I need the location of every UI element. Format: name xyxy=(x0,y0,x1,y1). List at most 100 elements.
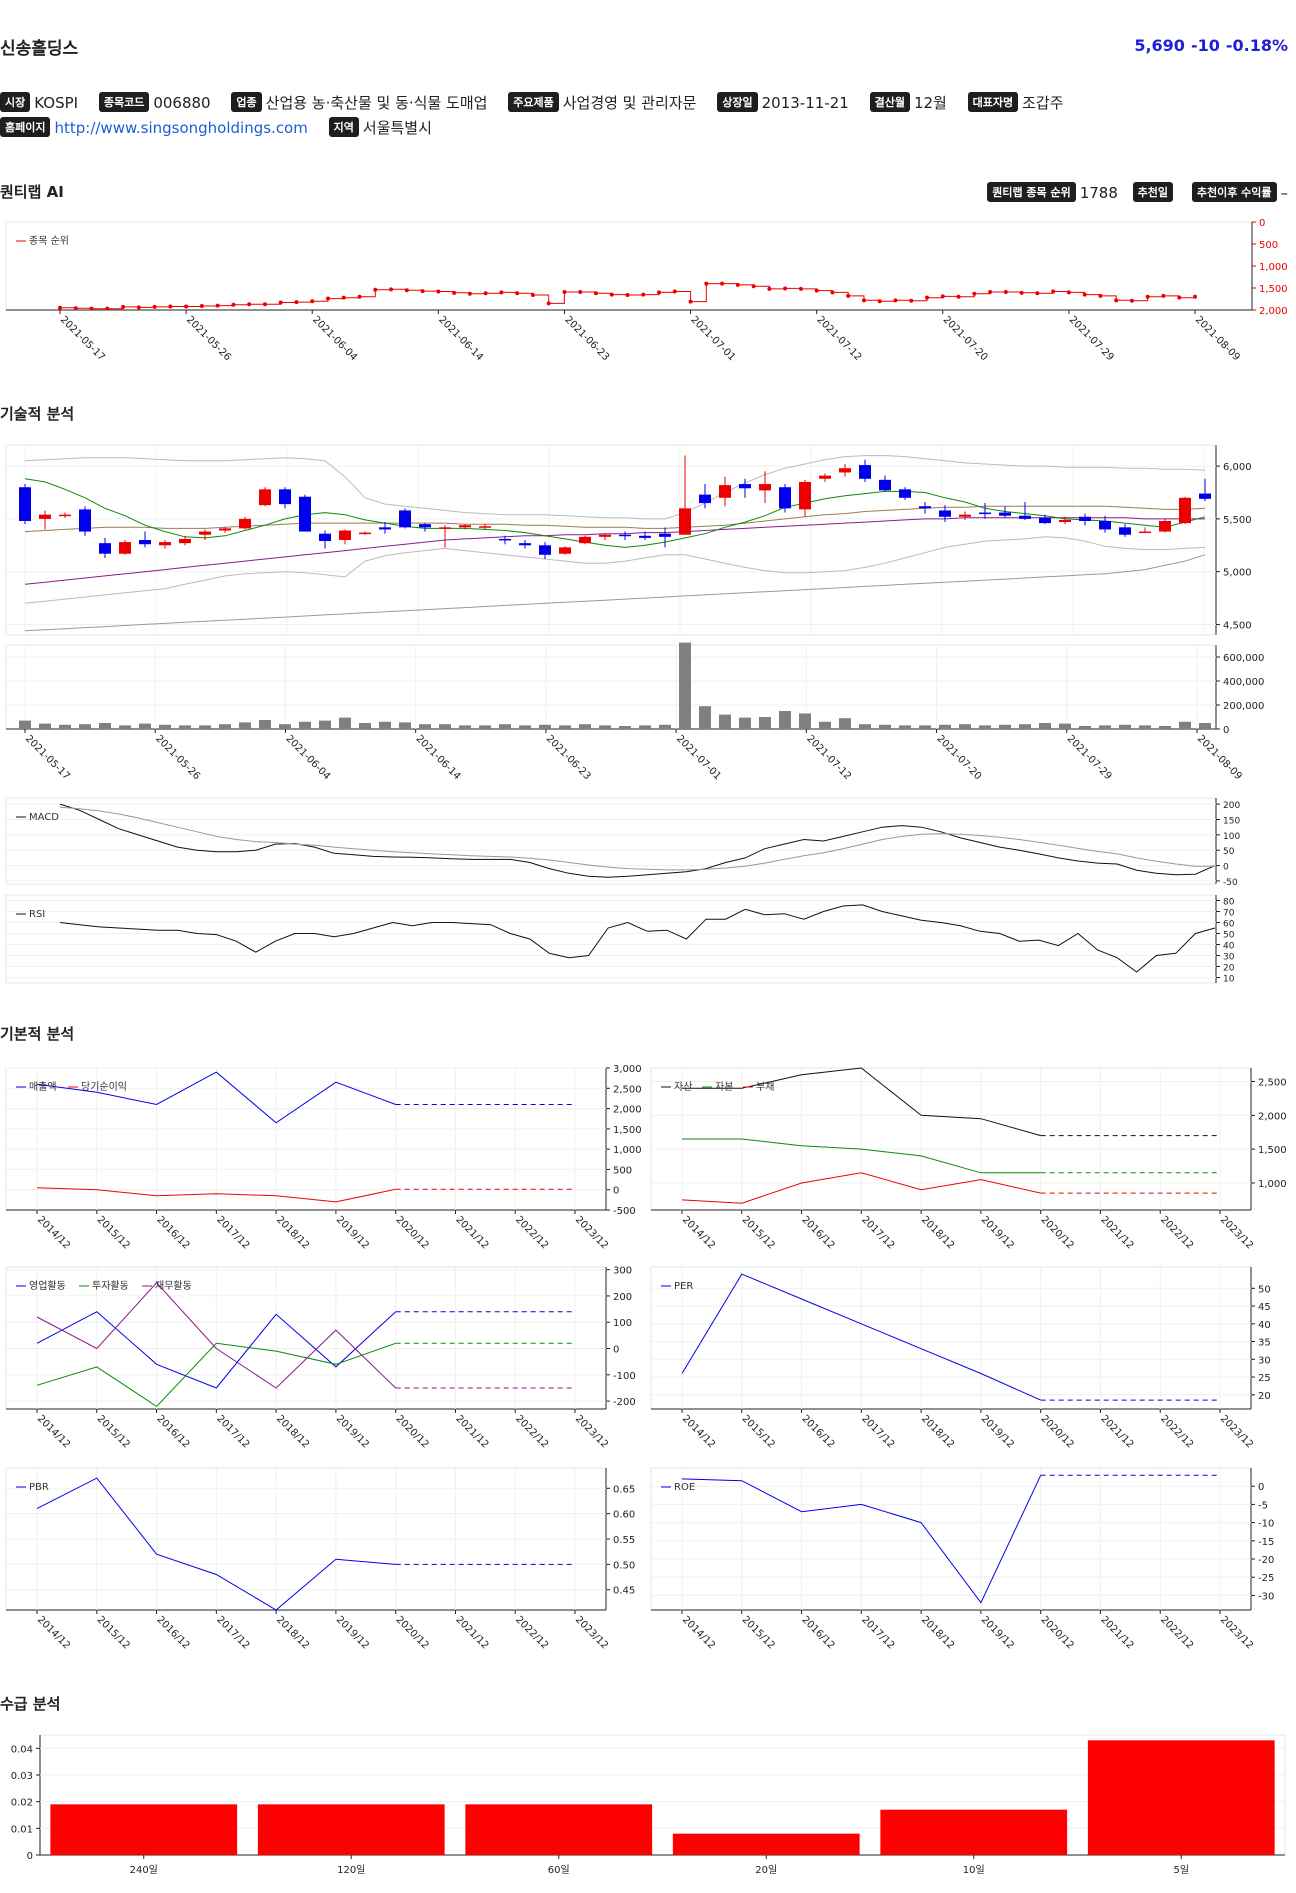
volume-chart-bar xyxy=(659,724,671,729)
revenue-income-chart-y-label: 3,000 xyxy=(613,1064,642,1075)
volume-chart-x-label: 2021-08-09 xyxy=(1195,733,1244,782)
tag-fiscal-month: 결산월 xyxy=(869,92,910,112)
volume-chart-bar xyxy=(419,724,431,729)
revenue-income-chart-x-label: 2016/12 xyxy=(154,1214,191,1251)
per-chart-y-label: 35 xyxy=(1258,1338,1271,1349)
rank-chart-point xyxy=(184,304,189,309)
cashflow-chart-x-label: 2016/12 xyxy=(154,1413,191,1450)
volume-chart-bar xyxy=(1039,723,1051,729)
roe-chart-x-label: 2018/12 xyxy=(919,1614,956,1651)
candle-chart-body xyxy=(159,542,171,546)
rank-chart-point xyxy=(121,304,126,309)
candle-chart-body xyxy=(579,536,591,544)
pbr-chart-x-label: 2017/12 xyxy=(214,1614,251,1651)
supply-chart-bar xyxy=(50,1804,238,1855)
volume-chart-bar xyxy=(639,725,651,729)
market-value: KOSPI xyxy=(34,94,79,112)
candle-chart-body xyxy=(59,514,71,517)
rank-chart-point xyxy=(1129,298,1134,303)
roe-chart-y-label: -15 xyxy=(1258,1537,1274,1548)
supply-chart-bar xyxy=(1087,1740,1275,1855)
volume-chart-bar xyxy=(1019,724,1031,729)
pbr-chart-legend-item: PBR xyxy=(29,1482,49,1493)
volume-chart-x-label: 2021-05-26 xyxy=(153,733,202,782)
cashflow-chart-x-label: 2019/12 xyxy=(334,1413,371,1450)
rank-chart-y-label: 0 xyxy=(1259,218,1265,229)
rank-chart-point xyxy=(893,298,898,303)
assets-chart-series-line xyxy=(682,1067,1041,1137)
candle-chart-body xyxy=(1059,519,1071,523)
volume-chart-bar xyxy=(1179,721,1191,729)
rank-chart-point xyxy=(546,301,551,306)
pbr-chart-x-label: 2016/12 xyxy=(154,1614,191,1651)
rank-chart-point xyxy=(247,302,252,307)
revenue-income-chart-x-label: 2018/12 xyxy=(274,1214,311,1251)
supply-chart-x-label: 240일 xyxy=(130,1864,158,1876)
revenue-income-chart-x-label: 2023/12 xyxy=(573,1214,610,1251)
candle-chart-body xyxy=(239,518,251,529)
rank-chart-point xyxy=(578,289,583,294)
supply-chart-frame xyxy=(39,1734,1286,1856)
rank-chart-point xyxy=(73,306,78,311)
candle-chart-body xyxy=(899,489,911,498)
code-value: 006880 xyxy=(153,94,211,112)
rank-chart-point xyxy=(940,294,945,299)
candle-chart-body xyxy=(659,533,671,537)
rank-chart-point xyxy=(58,305,62,310)
assets-chart-y-label: 1,000 xyxy=(1258,1179,1287,1190)
assets-chart-x-label: 2016/12 xyxy=(799,1214,836,1251)
rank-chart-x-label: 2021-08-09 xyxy=(1193,314,1242,363)
volume-chart-bar xyxy=(839,718,851,729)
cashflow-chart-legend-item: 재무활동 xyxy=(155,1279,192,1292)
pbr-chart-y-label: 0.45 xyxy=(613,1586,635,1597)
cashflow-chart-x-label: 2018/12 xyxy=(274,1413,311,1450)
volume-chart-bar xyxy=(719,714,731,729)
rank-chart-point xyxy=(389,287,394,292)
volume-chart-bar xyxy=(539,724,551,729)
volume-chart-x-label: 2021-07-01 xyxy=(674,733,723,782)
rsi-chart-y-label: 60 xyxy=(1223,920,1235,930)
volume-chart-bar xyxy=(479,725,491,729)
rank-chart-point xyxy=(846,293,851,298)
roe-chart-x-label: 2016/12 xyxy=(799,1614,836,1651)
rank-chart-point xyxy=(562,289,567,294)
pbr-chart-y-label: 0.60 xyxy=(613,1510,635,1521)
candle-chart-body xyxy=(1039,517,1051,524)
rank-chart-x-label: 2021-07-20 xyxy=(941,314,990,363)
cashflow-chart: -200 -100 0 100 200 300 2014/12 2015/12 2016/12 2… xyxy=(5,1266,636,1450)
rank-chart-x-label: 2021-05-17 xyxy=(58,314,107,363)
rank-chart-point xyxy=(641,292,646,297)
candle-chart-line xyxy=(24,536,1206,604)
revenue-income-chart-y-label: 2,500 xyxy=(613,1084,642,1095)
homepage-link[interactable]: http://www.singsongholdings.com xyxy=(54,119,308,137)
revenue-income-chart-y-label: 500 xyxy=(613,1165,632,1176)
tag-rec-date: 추천일 xyxy=(1132,182,1174,202)
candle-chart-body xyxy=(539,545,551,555)
per-chart-x-label: 2018/12 xyxy=(919,1413,956,1450)
pbr-chart-x-label: 2014/12 xyxy=(35,1614,72,1651)
tag-products: 주요제품 xyxy=(508,92,559,112)
rsi-chart-y-label: 30 xyxy=(1223,953,1235,963)
volume-chart-bar xyxy=(999,724,1011,729)
macd-chart-frame xyxy=(5,797,1217,885)
macd-chart-y-label: 50 xyxy=(1223,847,1235,857)
volume-chart-bar xyxy=(759,717,771,729)
candle-chart-body xyxy=(879,479,891,491)
rank-chart-point xyxy=(199,304,204,309)
company-info-row-2: 홈페이지 http://www.singsongholdings.com 지역 서울… xyxy=(0,117,448,138)
candle-chart-body xyxy=(119,542,131,554)
candle-chart-body xyxy=(779,487,791,509)
per-chart-y-label: 50 xyxy=(1258,1284,1271,1295)
roe-chart-frame xyxy=(650,1467,1252,1611)
candle-chart-body xyxy=(259,489,271,506)
per-chart-y-label: 45 xyxy=(1258,1302,1271,1313)
revenue-income-chart-x-label: 2019/12 xyxy=(334,1214,371,1251)
volume-chart-bar xyxy=(1059,723,1071,729)
pbr-chart-x-label: 2020/12 xyxy=(394,1614,431,1651)
rank-chart-point xyxy=(1161,293,1166,298)
rank-chart-y-label: 500 xyxy=(1259,240,1278,251)
candle-chart-body xyxy=(679,508,691,535)
pbr-chart-x-label: 2019/12 xyxy=(334,1614,371,1651)
